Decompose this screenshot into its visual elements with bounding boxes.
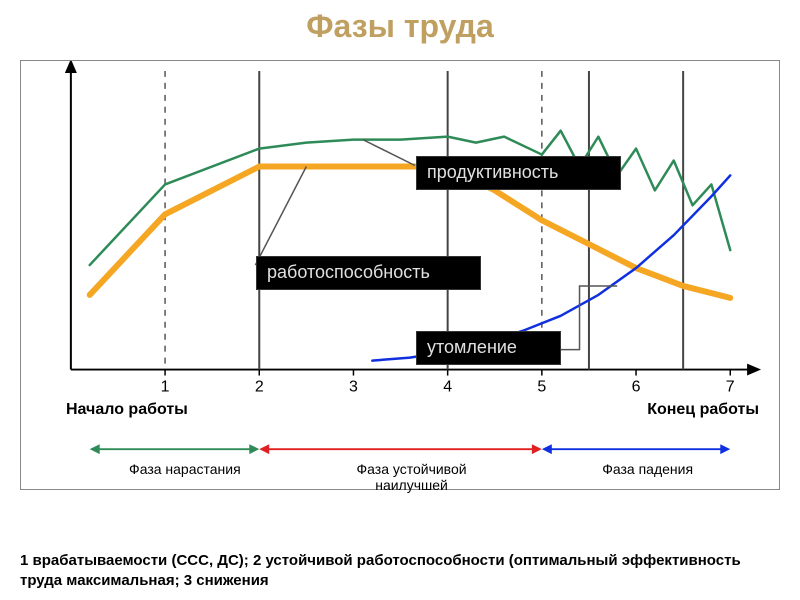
label-fatigue: утомление [416, 331, 561, 365]
label-productivity: продуктивность [416, 156, 621, 190]
caption: 1 врабатываемости (ССС, ДС); 2 устойчиво… [20, 551, 780, 590]
svg-text:3: 3 [349, 378, 358, 395]
chart-container: 1 2 3 4 5 6 7 продуктивность работоспособность… [20, 60, 780, 490]
svg-text:5: 5 [537, 378, 546, 395]
page-title: Фазы труда [0, 0, 800, 45]
svg-text:7: 7 [726, 378, 735, 395]
phase-label-stable: Фаза устойчивой наилучшей [322, 461, 502, 493]
svg-text:1: 1 [161, 378, 170, 395]
svg-text:2: 2 [255, 378, 264, 395]
axis-label-start: Начало работы [66, 401, 188, 419]
phase-label-fall: Фаза падения [558, 461, 738, 477]
label-capacity: работоспособность [256, 256, 481, 290]
svg-text:4: 4 [443, 378, 452, 395]
phase-label-rise: Фаза нарастания [95, 461, 275, 477]
axis-label-end: Конец работы [647, 401, 759, 419]
svg-text:6: 6 [632, 378, 641, 395]
